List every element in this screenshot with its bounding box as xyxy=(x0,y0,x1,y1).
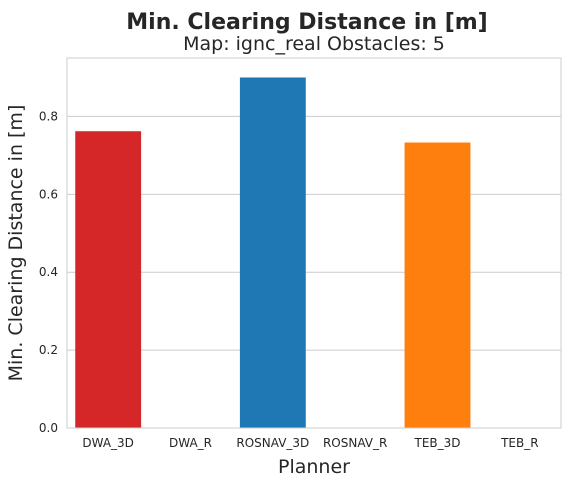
y-tick-label: 0.0 xyxy=(39,421,58,435)
x-tick-labels: DWA_3D DWA_R ROSNAV_3D ROSNAV_R TEB_3D TEB_R xyxy=(82,436,538,450)
x-tick-label: DWA_R xyxy=(169,436,212,450)
y-tick-label: 0.4 xyxy=(39,265,58,279)
y-tick-labels: 0.0 0.2 0.4 0.6 0.8 xyxy=(39,109,58,435)
chart-title: Map: ignc_real Obstacles: 5 xyxy=(183,33,445,55)
x-tick-label: ROSNAV_R xyxy=(323,436,387,450)
x-tick-label: ROSNAV_3D xyxy=(236,436,309,450)
x-tick-label: TEB_3D xyxy=(413,436,460,450)
bars xyxy=(75,77,471,428)
chart-suptitle: Min. Clearing Distance in [m] xyxy=(126,10,487,35)
x-axis-label: Planner xyxy=(278,456,350,478)
y-tick-label: 0.6 xyxy=(39,187,58,201)
plot-frame xyxy=(66,57,562,429)
y-tick-label: 0.2 xyxy=(39,343,58,357)
bar-rosnav-3d xyxy=(239,77,306,428)
bar-dwa-3d xyxy=(75,131,142,428)
bar-teb-3d xyxy=(404,142,471,428)
x-tick-label: TEB_R xyxy=(500,436,538,450)
y-tick-label: 0.8 xyxy=(39,109,58,123)
y-axis-label: Min. Clearing Distance in [m] xyxy=(5,105,27,382)
x-tick-label: DWA_3D xyxy=(82,436,134,450)
